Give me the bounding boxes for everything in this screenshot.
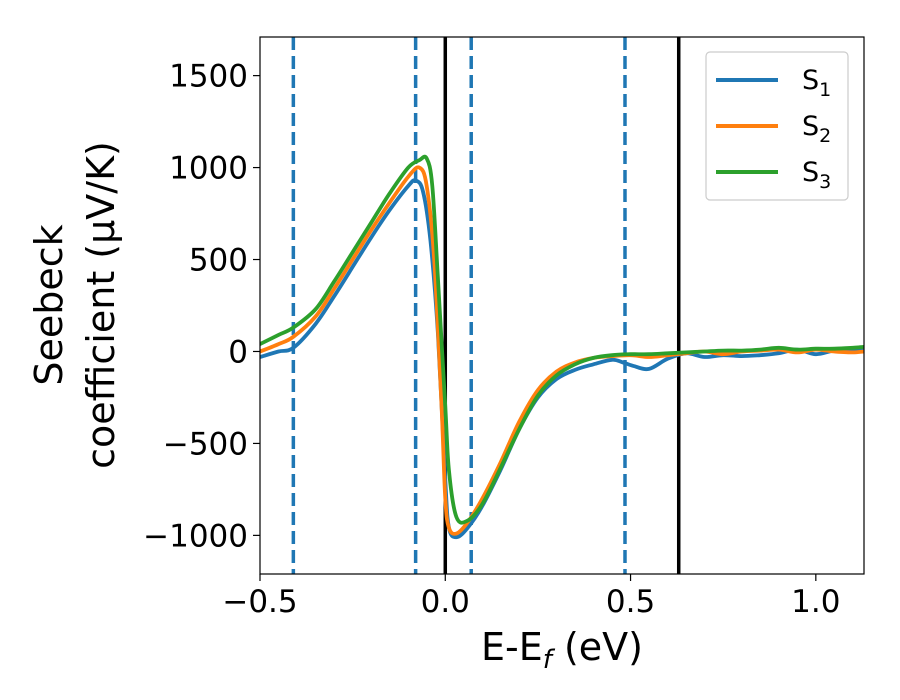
x-axis-label-prefix: E-E — [481, 625, 543, 669]
x-axis-label: E-Ef (eV) — [481, 625, 643, 675]
y-tick-label: 0 — [228, 334, 248, 370]
x-axis-ticks: −0.5 0.0 0.5 1.0 — [222, 574, 840, 620]
series-lines — [260, 154, 864, 540]
x-tick-label: 0.0 — [421, 584, 470, 620]
legend-label-s3: S3 — [802, 157, 831, 193]
series-line-s1 — [260, 178, 864, 540]
series-line-s3 — [260, 154, 864, 525]
legend-label-s1: S1 — [802, 65, 831, 101]
y-tick-label: −1000 — [143, 518, 248, 554]
x-tick-label: −0.5 — [222, 584, 297, 620]
y-axis-label-line1: Seebeck — [27, 224, 71, 385]
plot-frame — [259, 36, 865, 575]
series-line-s2 — [260, 165, 864, 536]
y-tick-label: 1000 — [169, 151, 248, 187]
x-axis-label-suffix: (eV) — [552, 625, 643, 669]
y-axis-label: Seebeck coefficient (μV/K) — [27, 141, 123, 469]
legend: S1 S2 S3 — [705, 51, 849, 201]
y-tick-label: 1500 — [169, 59, 248, 95]
x-tick-label: 0.5 — [606, 584, 655, 620]
reference-lines — [291, 37, 681, 574]
y-tick-label: −500 — [163, 426, 248, 462]
y-axis-label-line2: coefficient (μV/K) — [79, 141, 123, 469]
y-axis-ticks: −1000 −500 0 500 1000 1500 — [143, 59, 260, 554]
legend-label-s2: S2 — [802, 111, 831, 147]
y-tick-label: 500 — [189, 243, 248, 279]
x-tick-label: 1.0 — [791, 584, 840, 620]
